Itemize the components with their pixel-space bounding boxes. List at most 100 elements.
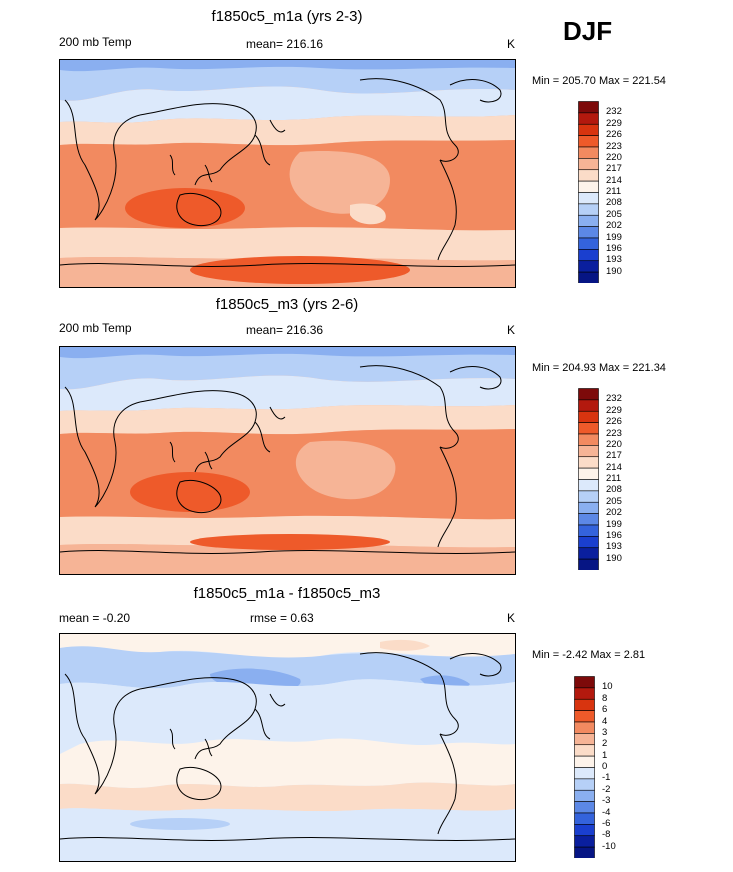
panel-3-colorbar (574, 676, 595, 859)
field-band-cool-north (60, 86, 515, 123)
colorbar-tick-label: 190 (606, 552, 622, 564)
field-neg-antarctic (130, 818, 230, 830)
panel-1-minmax: Min = 205.70 Max = 221.54 (532, 75, 666, 87)
field-warm-antarctic (190, 534, 390, 550)
colorbar-tick-label: 220 (606, 438, 622, 450)
panel-2-minmax: Min = 204.93 Max = 221.34 (532, 362, 666, 374)
field-neg-north (60, 646, 515, 689)
colorbar-swatch (574, 733, 595, 746)
field-zero-band (60, 738, 515, 788)
field-band-cold-north (60, 60, 515, 101)
colorbar-swatch (578, 226, 599, 239)
colorbar-swatch (578, 180, 599, 193)
panel-3-units-label: K (507, 611, 516, 625)
colorbar-tick-label: 2 (602, 738, 608, 750)
panel-3-rmse-label: rmse = 0.63 (250, 611, 314, 625)
colorbar-tick-label: 211 (606, 473, 622, 484)
colorbar-swatch (578, 192, 599, 205)
colorbar-swatch (574, 846, 595, 859)
field-band-warm-tropics (60, 140, 515, 231)
field-band-warm-tropics (60, 429, 515, 520)
field-band-south-pole (60, 544, 515, 574)
colorbar-tick-label: 202 (606, 220, 622, 232)
colorbar-tick-label: 232 (606, 393, 622, 405)
panel-2-map (59, 346, 516, 575)
colorbar-swatch (578, 410, 599, 423)
colorbar-tick-label: 208 (606, 484, 622, 496)
panel-3-mean-label: mean = -0.20 (59, 611, 131, 625)
field-band-cool-north (60, 375, 515, 411)
colorbar-tick-label: 193 (606, 541, 622, 553)
colorbar-swatch (578, 169, 599, 182)
colorbar-swatch (578, 158, 599, 171)
colorbar-tick-label: 211 (606, 186, 622, 197)
panel-1-variable-label: 200 mb Temp (59, 35, 132, 49)
panel-2-units-label: K (507, 323, 516, 337)
panel-1-units-label: K (507, 37, 516, 51)
colorbar-swatch (578, 456, 599, 469)
colorbar-tick-label: 223 (606, 140, 622, 152)
colorbar-swatch (574, 744, 595, 757)
field-warm-australia (125, 188, 245, 228)
colorbar-swatch (578, 536, 599, 549)
field-pos-arctic (380, 639, 430, 651)
field-slight-neg (60, 679, 515, 734)
panel-3-colorbar-swatches (574, 676, 595, 859)
colorbar-swatch (578, 146, 599, 159)
colorbar-swatch (578, 422, 599, 435)
panel-1-colorbar-swatches (578, 101, 599, 284)
panel-1-mean-label: mean= 216.16 (246, 37, 324, 51)
colorbar-tick-label: -3 (602, 795, 611, 807)
colorbar-tick-label: 190 (606, 265, 622, 277)
colorbar-tick-label: -4 (602, 806, 611, 818)
colorbar-swatch (578, 399, 599, 412)
colorbar-tick-label: 229 (606, 117, 622, 129)
colorbar-tick-label: 217 (606, 163, 622, 175)
colorbar-tick-label: 205 (606, 495, 622, 507)
colorbar-swatch (578, 524, 599, 537)
colorbar-tick-label: 214 (606, 174, 622, 186)
colorbar-tick-label: 226 (606, 416, 622, 428)
colorbar-swatch (578, 271, 599, 284)
colorbar-swatch (578, 558, 599, 571)
field-band-mild-north (60, 405, 515, 435)
colorbar-swatch (574, 676, 595, 689)
panel-3-map-field (60, 634, 515, 861)
panel-2-variable-label: 200 mb Temp (59, 321, 132, 335)
colorbar-tick-label: 199 (606, 231, 622, 243)
panel-1-title: f1850c5_m1a (yrs 2-3) (211, 8, 363, 25)
colorbar-swatch (574, 710, 595, 723)
colorbar-swatch (578, 490, 599, 503)
colorbar-swatch (578, 203, 599, 216)
colorbar-swatch (578, 260, 599, 273)
colorbar-swatch (578, 123, 599, 136)
colorbar-tick-label: 196 (606, 529, 622, 541)
panel-3-map (59, 633, 516, 862)
coastlines (60, 78, 515, 267)
colorbar-swatch (574, 789, 595, 802)
coastlines (60, 365, 515, 554)
colorbar-swatch (578, 101, 599, 114)
colorbar-tick-label: 8 (602, 692, 608, 704)
colorbar-swatch (578, 112, 599, 125)
colorbar-tick-label: 199 (606, 518, 622, 530)
colorbar-tick-label: -6 (602, 817, 611, 829)
colorbar-tick-label: 214 (606, 461, 622, 473)
colorbar-swatch (574, 721, 595, 734)
colorbar-tick-label: 10 (602, 681, 613, 693)
coastlines (60, 652, 515, 841)
colorbar-swatch (574, 824, 595, 837)
colorbar-tick-label: -1 (602, 772, 611, 784)
field-band-mild-south (60, 515, 515, 548)
colorbar-swatch (578, 433, 599, 446)
field-band-colder-north (60, 347, 515, 359)
colorbar-swatch (578, 445, 599, 458)
field-warm-antarctic (190, 256, 410, 284)
panel-3-title: f1850c5_m1a - f1850c5_m3 (193, 585, 381, 602)
field-pos-south (60, 782, 515, 812)
colorbar-swatch (574, 698, 595, 711)
colorbar-tick-label: 3 (602, 726, 608, 738)
colorbar-tick-label: -8 (602, 829, 611, 841)
colorbar-tick-label: 232 (606, 106, 622, 118)
panel-2-colorbar (578, 388, 599, 571)
